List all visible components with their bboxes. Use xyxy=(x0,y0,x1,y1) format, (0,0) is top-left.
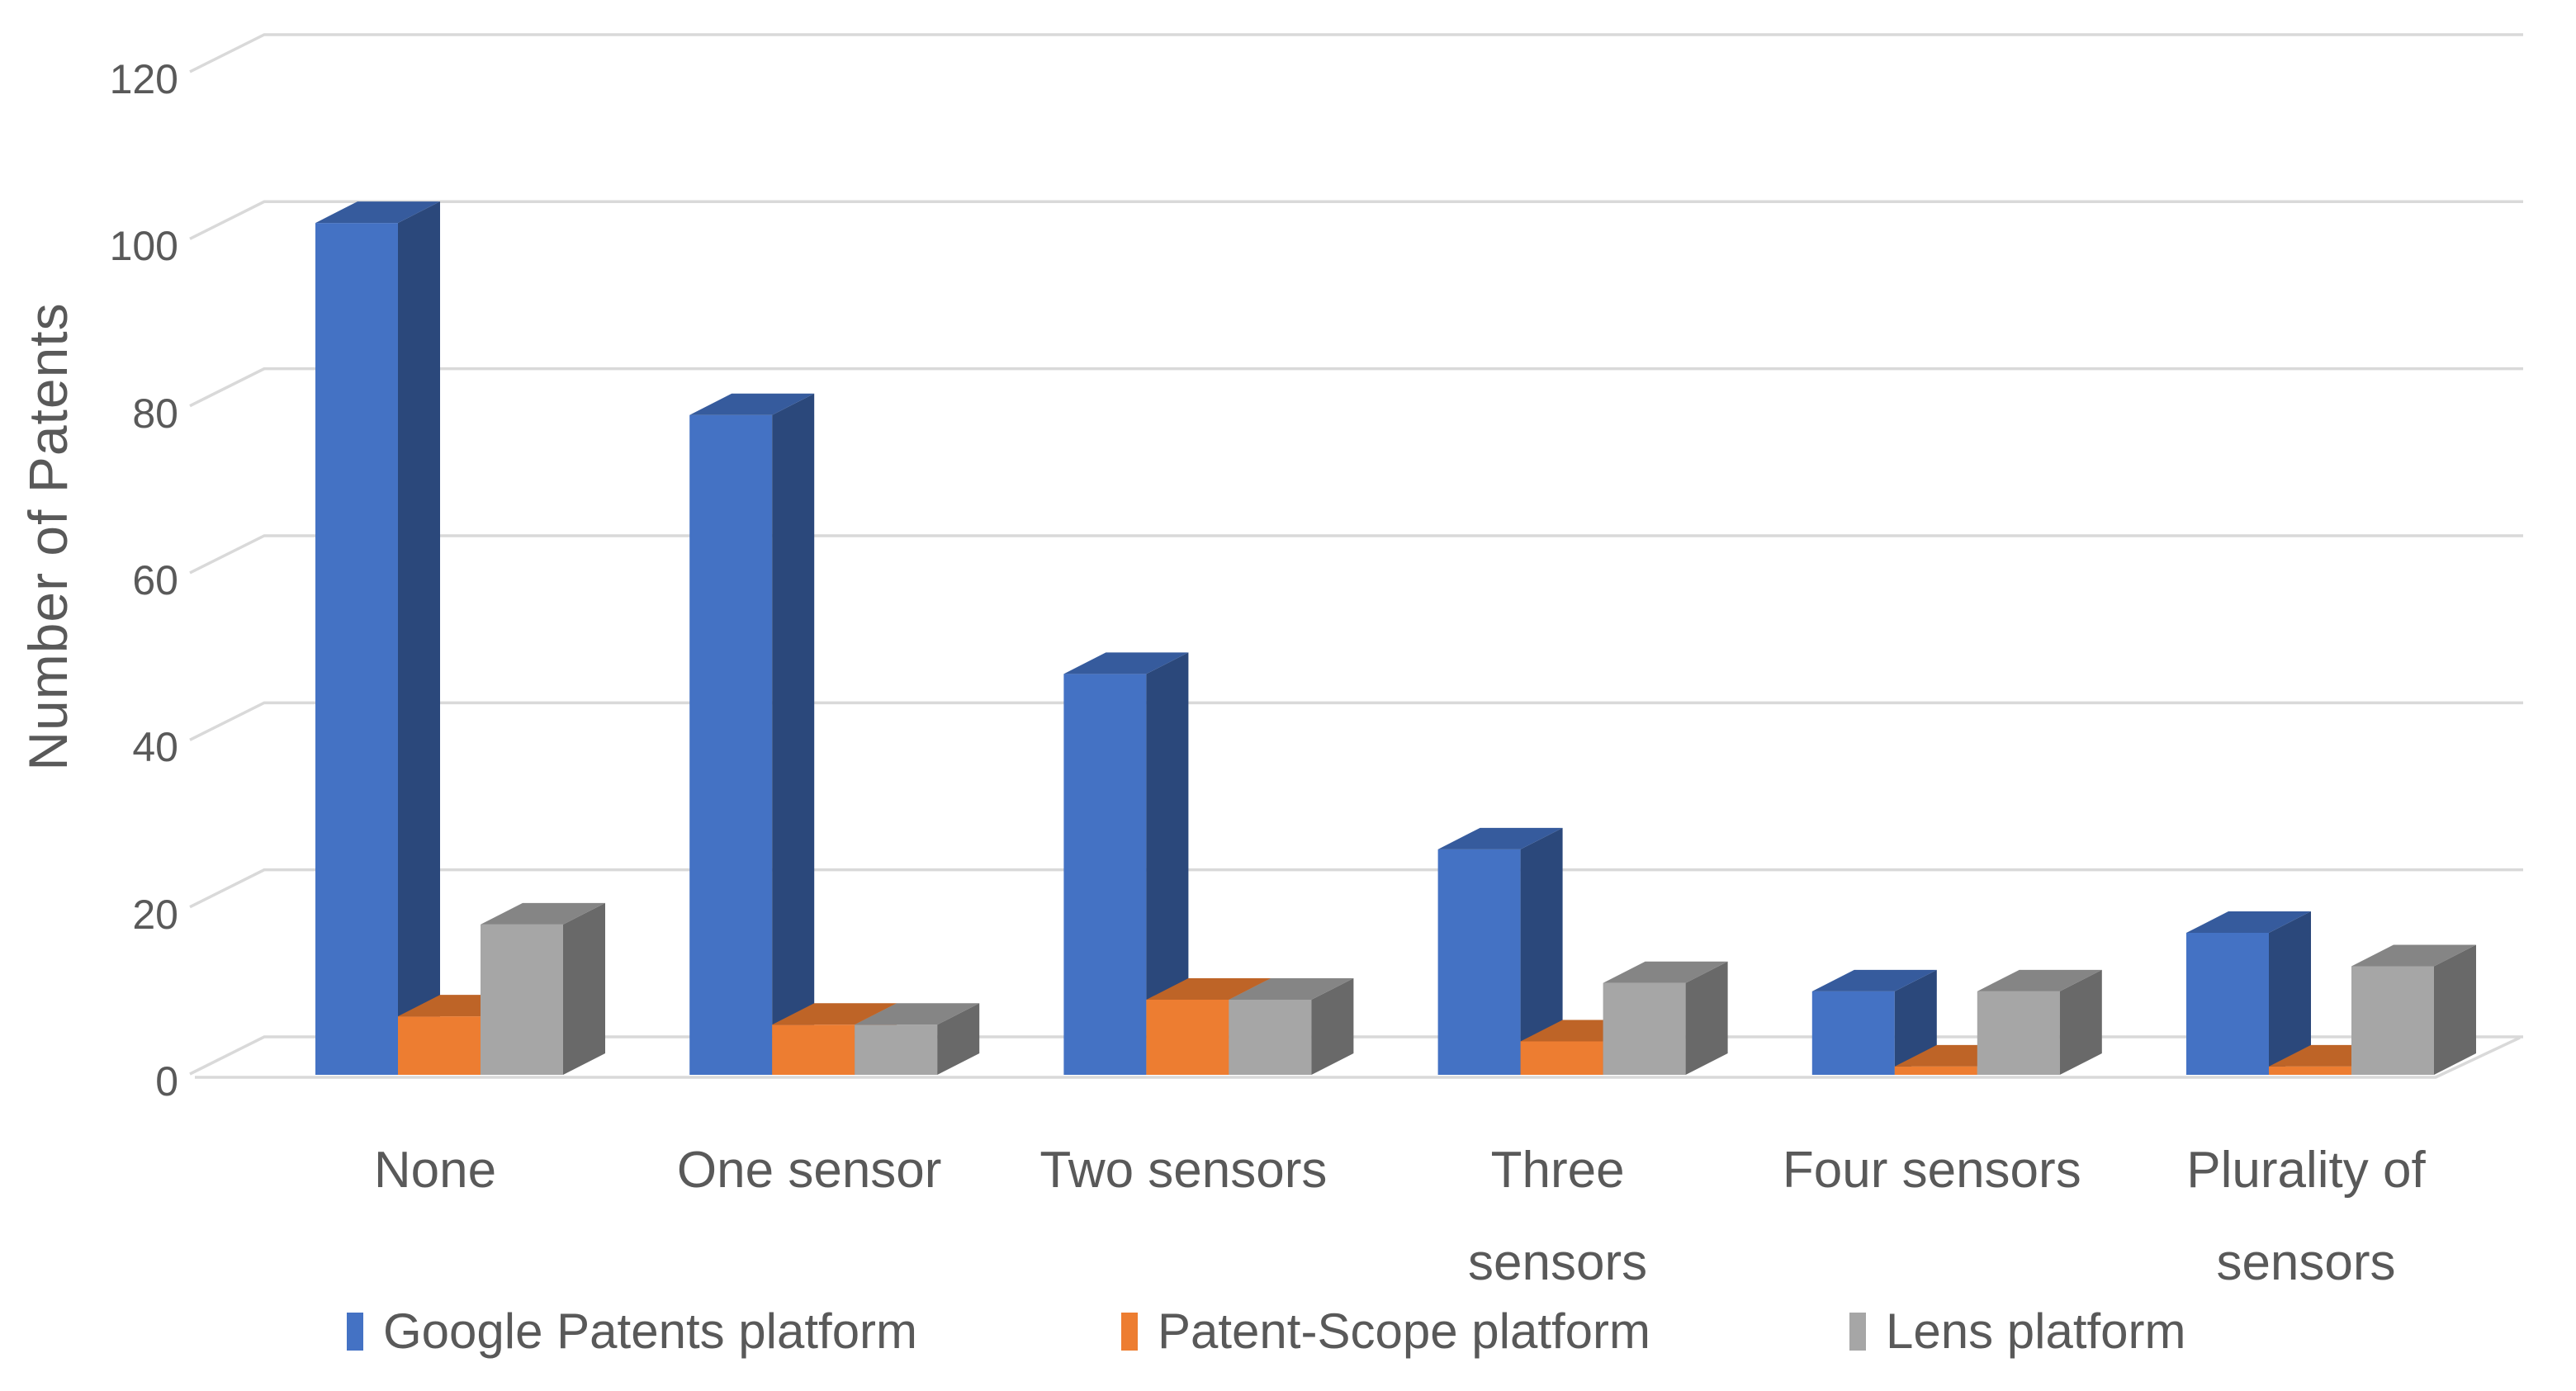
gridline-20 xyxy=(189,868,2523,909)
bar-google-patents-platform-two-sensors xyxy=(1063,652,1189,1075)
category-label-three-sensors: Three sensors xyxy=(1468,1142,1648,1291)
legend-label: Patent-Scope platform xyxy=(1158,1303,1650,1359)
y-tick-label-60: 60 xyxy=(132,556,178,603)
y-tick-label-40: 40 xyxy=(132,724,178,771)
bar-google-patents-platform-none xyxy=(315,201,440,1075)
gridline-0 xyxy=(189,1035,2523,1076)
y-tick-label-80: 80 xyxy=(132,390,178,437)
legend-swatch-lens-platform xyxy=(1849,1312,1866,1351)
legend-label: Google Patents platform xyxy=(383,1303,918,1359)
legend-item-patent-scope-platform: Patent-Scope platform xyxy=(1121,1303,1650,1360)
legend-label: Lens platform xyxy=(1886,1303,2186,1359)
bar-google-patents-platform-four-sensors xyxy=(1811,969,1937,1075)
bar-lens-platform-one-sensor xyxy=(855,1003,980,1075)
bar-lens-platform-plurality-of-sensors xyxy=(2351,944,2476,1075)
bar-google-patents-platform-one-sensor xyxy=(689,393,815,1076)
gridline-120 xyxy=(189,33,2523,73)
legend-swatch-patent-scope-platform xyxy=(1121,1312,1138,1351)
bar-lens-platform-four-sensors xyxy=(1977,969,2102,1075)
category-label-one-sensor: One sensor xyxy=(676,1142,942,1199)
legend-item-lens-platform: Lens platform xyxy=(1849,1303,2186,1360)
bar-lens-platform-three-sensors xyxy=(1603,961,1728,1075)
gridline-100 xyxy=(189,200,2523,240)
y-tick-label-20: 20 xyxy=(132,891,178,938)
y-tick-label-0: 0 xyxy=(155,1058,178,1105)
bar-lens-platform-two-sensors xyxy=(1229,977,1354,1075)
bar-google-patents-platform-plurality-of-sensors xyxy=(2186,911,2311,1075)
category-label-none: None xyxy=(373,1142,497,1199)
category-label-two-sensors: Two sensors xyxy=(1039,1142,1328,1199)
legend-swatch-google-patents-platform xyxy=(347,1312,363,1351)
category-label-plurality-of-sensors: Plurality of sensors xyxy=(2186,1142,2426,1291)
category-label-four-sensors: Four sensors xyxy=(1782,1142,2081,1199)
gridline-40 xyxy=(189,701,2523,741)
y-tick-label-100: 100 xyxy=(109,223,178,270)
y-axis-title: Number of Patents xyxy=(17,302,78,771)
y-tick-label-120: 120 xyxy=(109,55,178,102)
bar-google-patents-platform-three-sensors xyxy=(1437,827,1563,1075)
gridline-60 xyxy=(189,534,2523,575)
gridline-80 xyxy=(189,367,2523,408)
floor-front-edge xyxy=(195,1036,2521,1079)
legend-item-google-patents-platform: Google Patents platform xyxy=(347,1303,917,1360)
bar-lens-platform-none xyxy=(481,902,605,1075)
